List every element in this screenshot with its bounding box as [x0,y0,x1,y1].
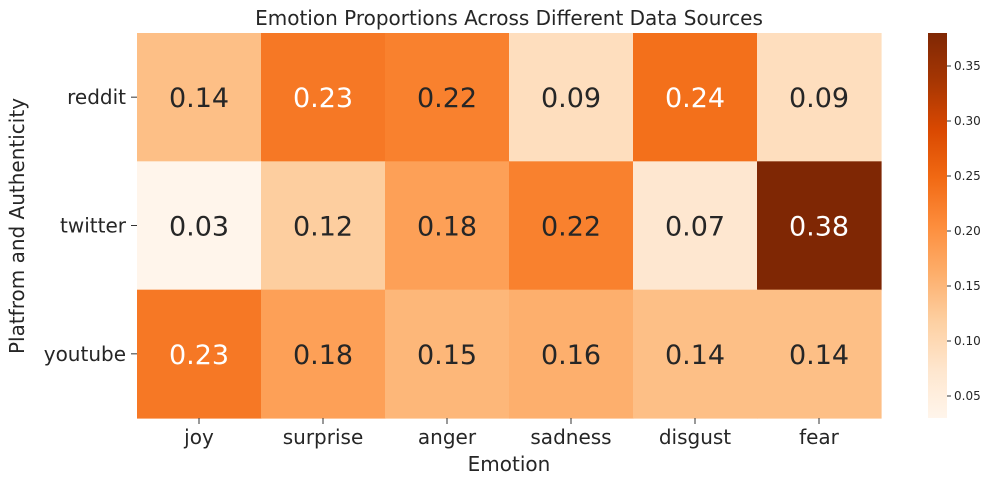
heatmap-cell [633,161,758,291]
chart-title: Emotion Proportions Across Different Dat… [255,6,763,30]
cell-value-label: 0.09 [789,83,849,114]
cell-value-label: 0.23 [169,340,229,371]
y-tick-label: reddit [67,85,126,109]
x-tick-label: sadness [530,425,611,449]
x-tick-label: fear [799,425,840,449]
heatmap-cell [385,33,510,162]
cell-value-label: 0.16 [541,340,601,371]
cell-value-label: 0.22 [541,212,601,243]
colorbar: 0.05 0.10 0.15 0.20 0.25 0.30 0.35 [928,33,981,418]
heatmap-cell [261,33,386,162]
cell-value-label: 0.18 [293,340,353,371]
x-tick-label: disgust [659,425,731,449]
cell-value-label: 0.18 [417,212,477,243]
colorbar-gradient [928,33,947,418]
heatmap-cell-labels: 0.14 0.23 0.22 0.09 0.24 0.09 0.03 0.12 0.18 0.22… [169,83,849,371]
colorbar-tick-label: 0.10 [954,334,981,348]
cell-value-label: 0.23 [293,83,353,114]
x-axis-label: Emotion [468,452,551,476]
x-tick-label: joy [183,425,214,449]
heatmap-cell [509,33,634,162]
heatmap-cell [757,161,882,291]
y-tick-label: twitter [60,214,127,238]
colorbar-tick-label: 0.35 [954,59,981,73]
cell-value-label: 0.09 [541,83,601,114]
heatmap-cell [137,289,262,419]
heatmap-cell [757,33,882,162]
heatmap-cell [385,289,510,419]
colorbar-tick-label: 0.30 [954,114,981,128]
heatmap-cell [261,161,386,291]
colorbar-tick-label: 0.20 [954,224,981,238]
cell-value-label: 0.38 [789,212,849,243]
y-axis-ticks: reddit twitter youtube [44,85,137,366]
cell-value-label: 0.03 [169,212,229,243]
heatmap-cell [261,289,386,419]
cell-value-label: 0.14 [169,83,229,114]
cell-value-label: 0.15 [417,340,477,371]
x-axis-ticks: joy surprise anger sadness disgust fear [183,418,840,449]
cell-value-label: 0.07 [665,212,725,243]
y-axis-label: Platfrom and Authenticity [5,98,29,354]
heatmap-cell [385,161,510,291]
heatmap-cell [137,161,262,291]
cell-value-label: 0.24 [665,83,725,114]
cell-value-label: 0.14 [665,340,725,371]
cell-value-label: 0.14 [789,340,849,371]
cell-value-label: 0.12 [293,212,353,243]
colorbar-tick-label: 0.05 [954,389,981,403]
heatmap-cell [137,33,262,162]
heatmap-cells [137,33,882,419]
colorbar-tick-label: 0.15 [954,279,981,293]
cell-value-label: 0.22 [417,83,477,114]
heatmap-cell [633,289,758,419]
y-tick-label: youtube [44,342,126,366]
x-tick-label: surprise [283,425,364,449]
heatmap-cell [633,33,758,162]
colorbar-tick-label: 0.25 [954,169,981,183]
heatmap-cell [509,289,634,419]
x-tick-label: anger [418,425,477,449]
heatmap-cell [509,161,634,291]
heatmap-cell [757,289,882,419]
